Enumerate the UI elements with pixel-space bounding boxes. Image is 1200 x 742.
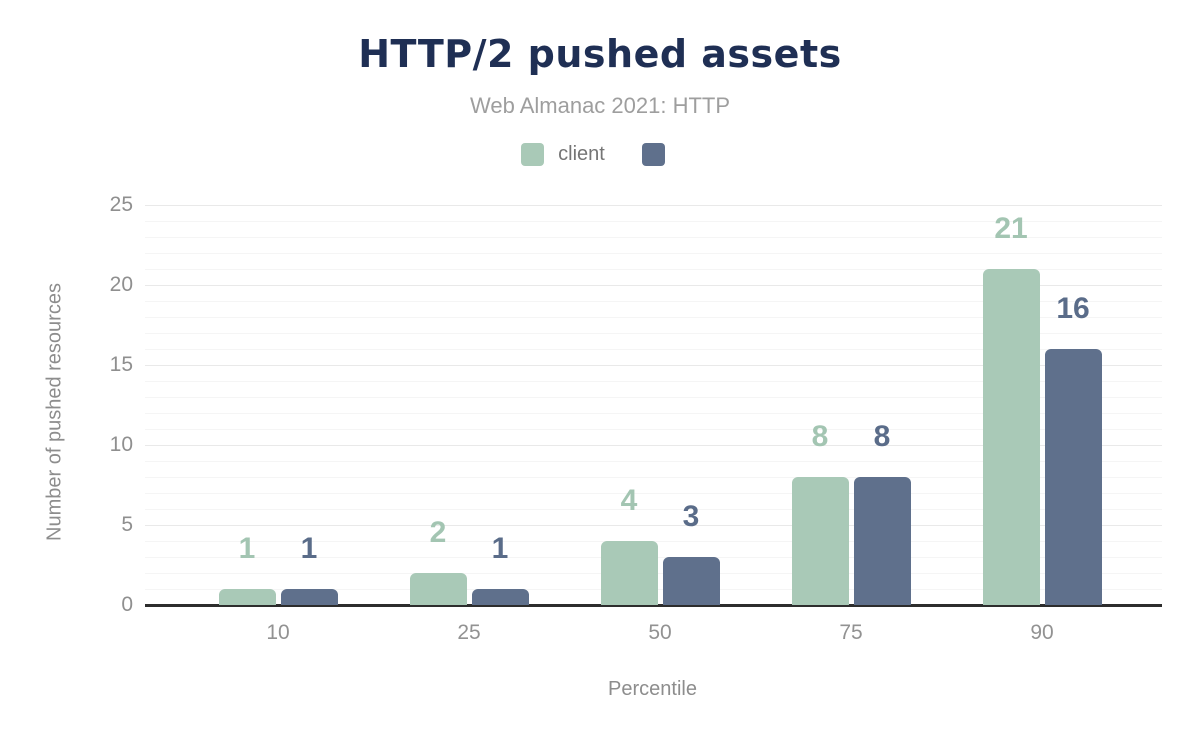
bar-series2-p25[interactable]: [471, 589, 529, 605]
gridline-minor: [145, 413, 1162, 414]
gridline-minor: [145, 461, 1162, 462]
x-axis-tick-label: 10: [266, 621, 290, 644]
x-axis-tick-label: 25: [457, 621, 481, 644]
y-axis-tick-label: 0: [121, 593, 133, 616]
gridline-minor: [145, 317, 1162, 318]
legend-swatch-series-2-icon: [641, 143, 665, 166]
bar-series2-p10[interactable]: [280, 589, 338, 605]
gridline-minor: [145, 237, 1162, 238]
chart-title: HTTP/2 pushed assets: [358, 32, 842, 76]
x-axis-line: [145, 604, 1162, 607]
gridline-major: [145, 445, 1162, 446]
gridline-major: [145, 205, 1162, 206]
gridline-minor: [145, 397, 1162, 398]
bar-value-label: 2: [429, 516, 447, 549]
legend-item-client[interactable]: client: [521, 143, 605, 166]
bar-value-label: 8: [873, 420, 891, 453]
legend-label-client: client: [558, 143, 605, 165]
x-axis-title: Percentile: [608, 678, 697, 700]
y-axis-tick-label: 25: [109, 193, 133, 216]
gridline-major: [145, 365, 1162, 366]
legend: client: [0, 143, 1200, 166]
y-axis-title: Number of pushed resources: [43, 283, 66, 541]
gridline-major: [145, 285, 1162, 286]
gridline-minor: [145, 381, 1162, 382]
gridline-minor: [145, 429, 1162, 430]
bar-value-label: 21: [994, 212, 1028, 245]
bar-client-p50[interactable]: [600, 541, 658, 605]
gridline-minor: [145, 509, 1162, 510]
bar-series2-p75[interactable]: [853, 477, 911, 605]
bar-client-p75[interactable]: [791, 477, 849, 605]
y-axis-tick-label: 15: [109, 353, 133, 376]
bar-value-label: 8: [811, 420, 829, 453]
bar-value-label: 1: [491, 532, 509, 565]
gridline-minor: [145, 333, 1162, 334]
gridline-minor: [145, 269, 1162, 270]
legend-swatch-client-icon: [521, 143, 545, 166]
bar-client-p10[interactable]: [218, 589, 276, 605]
gridline-minor: [145, 477, 1162, 478]
gridline-minor: [145, 493, 1162, 494]
y-axis-tick-label: 10: [109, 433, 133, 456]
gridline-minor: [145, 221, 1162, 222]
bar-value-label: 1: [238, 532, 256, 565]
x-axis-tick-label: 75: [839, 621, 863, 644]
bar-client-p25[interactable]: [409, 573, 467, 605]
legend-item-series-2[interactable]: [641, 143, 679, 166]
x-axis-tick-label: 90: [1030, 621, 1054, 644]
chart-subtitle: Web Almanac 2021: HTTP: [469, 93, 731, 118]
y-axis-tick-label: 20: [109, 273, 133, 296]
x-axis-tick-label: 50: [648, 621, 672, 644]
bar-value-label: 1: [300, 532, 318, 565]
y-axis-tick-label: 5: [121, 513, 133, 536]
bar-value-label: 16: [1056, 292, 1090, 325]
bar-series2-p90[interactable]: [1044, 349, 1102, 605]
bar-client-p90[interactable]: [982, 269, 1040, 605]
bar-value-label: 4: [620, 484, 638, 517]
gridline-minor: [145, 301, 1162, 302]
gridline-minor: [145, 253, 1162, 254]
gridline-major: [145, 525, 1162, 526]
bar-value-label: 3: [682, 500, 700, 533]
bar-series2-p50[interactable]: [662, 557, 720, 605]
gridline-minor: [145, 349, 1162, 350]
